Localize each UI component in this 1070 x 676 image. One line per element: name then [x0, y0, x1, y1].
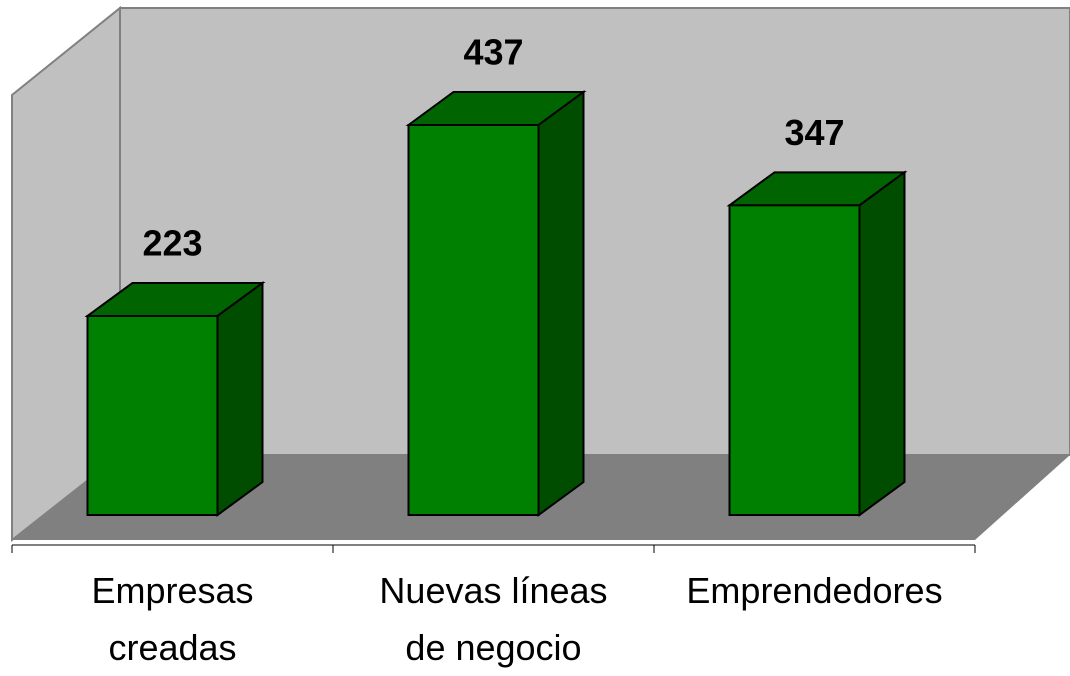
- data-label: 437: [463, 32, 523, 73]
- bar: [86, 314, 219, 516]
- data-label: 347: [784, 112, 844, 153]
- data-label: 223: [142, 222, 202, 263]
- bar-side: [858, 170, 906, 517]
- x-tick-label: Nuevas líneas de negocio: [379, 570, 608, 668]
- bar: [407, 124, 540, 516]
- x-tick-label: Empresas creadas: [91, 570, 254, 668]
- x-tick-label: Emprendedores: [686, 570, 943, 611]
- bar: [728, 204, 861, 516]
- bar-side: [216, 281, 264, 517]
- bar-side: [537, 90, 585, 517]
